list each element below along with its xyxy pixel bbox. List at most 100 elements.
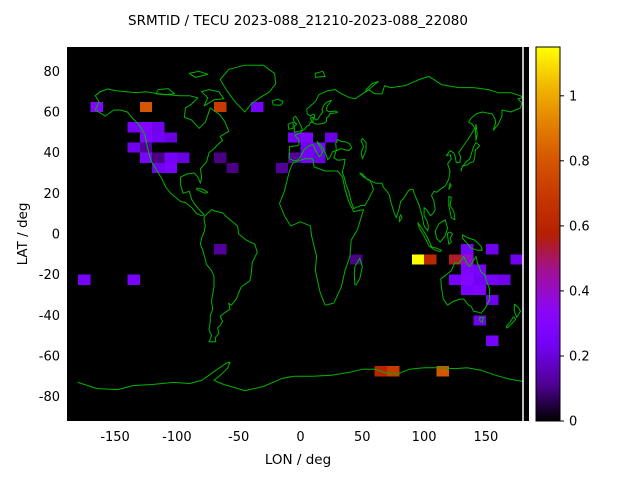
x-tick-label: 0 [296, 430, 304, 445]
heatmap-cell [312, 152, 326, 163]
heatmap-cell [127, 274, 140, 285]
coastlines [77, 64, 524, 392]
heatmap-cell [152, 122, 165, 133]
heatmap-cell [349, 254, 363, 265]
heatmap-cell [473, 274, 486, 285]
heatmap-cell [300, 132, 313, 143]
coastline [448, 195, 456, 221]
colorbar-tick-label: 0.2 [569, 350, 590, 365]
y-tick-labels: 80 60 40 20 0 -20 -40 -60 -80 [39, 65, 60, 405]
y-tick-label: 60 [43, 106, 60, 121]
coastline [353, 257, 363, 286]
x-tick-label: -150 [100, 430, 130, 445]
heatmap-cell [152, 132, 165, 143]
coastline [287, 121, 294, 130]
heatmap-cell [214, 244, 227, 255]
y-tick-label: -40 [39, 309, 60, 324]
heatmap-cell [251, 101, 264, 112]
heatmap-cell [139, 122, 153, 133]
heatmap-cells [78, 101, 523, 377]
coastline [365, 81, 379, 93]
heatmap-cell [510, 254, 523, 265]
x-tick-label: 150 [473, 430, 498, 445]
heatmap-cell [152, 152, 165, 163]
heatmap-cell [485, 335, 499, 346]
y-tick-label: 80 [43, 65, 60, 80]
coastline [188, 70, 209, 78]
plot-background [67, 47, 529, 421]
heatmap-cell [485, 244, 499, 255]
heatmap-cell [387, 366, 400, 377]
coastline [447, 231, 453, 245]
heatmap-cell [485, 274, 499, 285]
y-tick-label: 40 [43, 146, 60, 161]
colorbar-tick-label: 0.8 [569, 154, 590, 169]
coastline [479, 316, 484, 323]
heatmap-cell [226, 162, 239, 173]
heatmap-cell [485, 295, 499, 306]
heatmap-cell [176, 152, 190, 163]
colorbar-tick-label: 1 [569, 89, 577, 104]
coastline [448, 182, 452, 190]
coastline [429, 246, 442, 253]
y-tick-label: -60 [39, 350, 60, 365]
heatmap-cell [325, 132, 338, 143]
x-tick-label: -100 [162, 430, 192, 445]
heatmap-cell [461, 264, 474, 275]
colorbar-tick-labels: 0 0.2 0.4 0.6 0.8 1 [560, 89, 590, 430]
x-tick-label: -50 [228, 430, 249, 445]
coastline [77, 361, 524, 392]
coastline [360, 137, 367, 160]
coastline [440, 255, 491, 314]
heatmap-cell [411, 254, 425, 265]
coastline [196, 187, 209, 194]
coastline [94, 88, 230, 217]
coastline [474, 123, 478, 141]
y-tick-label: 20 [43, 187, 60, 202]
coastline [219, 64, 277, 113]
coastline [398, 214, 403, 223]
heatmap-cell [473, 284, 486, 295]
coastline [201, 89, 225, 107]
heatmap-cell [164, 132, 177, 143]
plot-title: SRMTID / TECU 2023-088_21210-2023-088_22… [128, 13, 468, 29]
heatmap-cell [461, 244, 474, 255]
coastline [434, 219, 449, 243]
heatmap-cell [214, 152, 227, 163]
heatmap-cell [139, 152, 153, 163]
heatmap-cell [448, 274, 462, 285]
heatmap-cell [127, 142, 140, 153]
heatmap-cell [139, 132, 153, 143]
heatmap-cell [461, 274, 474, 285]
heatmap-cell [498, 274, 511, 285]
y-tick-label: -20 [39, 268, 60, 283]
heatmap-cell [164, 162, 177, 173]
y-tick-label: 0 [52, 228, 60, 243]
colorbar-tick-label: 0.6 [569, 219, 590, 234]
heatmap-cell [461, 284, 474, 295]
x-tick-label: 50 [354, 430, 371, 445]
colorbar-tick-label: 0 [569, 415, 577, 430]
heatmap-cell [78, 274, 91, 285]
colorbar-tick-label: 0.4 [569, 284, 590, 299]
heatmap-cell [214, 101, 227, 112]
heatmap-cell [436, 366, 449, 377]
coastline [271, 98, 284, 106]
heatmap-cell [275, 162, 289, 173]
heatmap-cell [461, 254, 474, 265]
coastline [288, 75, 524, 232]
coastline [155, 88, 175, 96]
heatmap-cell [448, 254, 462, 265]
colorbar [535, 46, 561, 422]
coastline [513, 303, 521, 318]
heatmap-cell [139, 101, 153, 112]
heatmap-cell [288, 132, 301, 143]
y-axis-label: LAT / deg [15, 202, 31, 266]
coastline [279, 158, 364, 306]
coastline [199, 209, 258, 343]
heatmap-cell [312, 142, 326, 153]
x-axis-label: LON / deg [264, 452, 332, 468]
heatmap-cell [152, 162, 165, 173]
